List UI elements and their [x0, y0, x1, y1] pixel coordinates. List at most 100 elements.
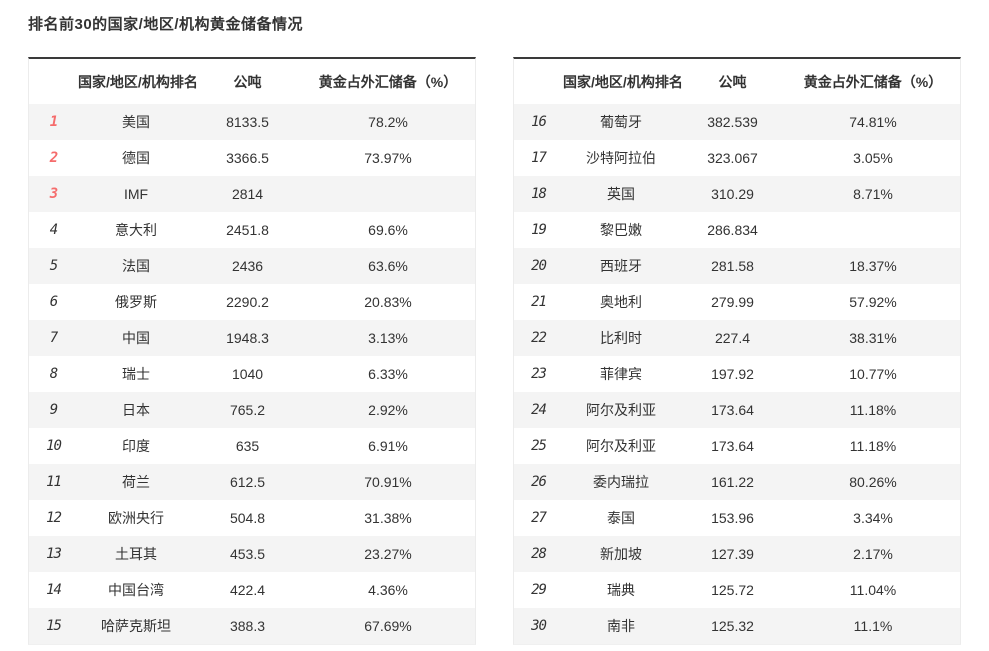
percent-cell: 67.69%: [301, 608, 475, 644]
table-row: 13 土耳其 453.5 23.27%: [29, 536, 475, 572]
tons-cell: 453.5: [194, 536, 302, 572]
country-cell: 比利时: [563, 320, 679, 356]
tables-container: 国家/地区/机构排名 公吨 黄金占外汇储备（%） 1 美国 8133.5 78.…: [28, 57, 961, 645]
country-cell: 欧洲央行: [78, 500, 194, 536]
country-cell: 意大利: [78, 212, 194, 248]
country-cell: 南非: [563, 608, 679, 644]
rank-cell: 19: [514, 212, 564, 248]
rank-cell: 21: [514, 284, 564, 320]
table-row: 26 委内瑞拉 161.22 80.26%: [514, 464, 960, 500]
tons-cell: 125.32: [679, 608, 787, 644]
table-row: 18 英国 310.29 8.71%: [514, 176, 960, 212]
country-cell: 英国: [563, 176, 679, 212]
rank-cell: 10: [29, 428, 79, 464]
percent-cell: 8.71%: [786, 176, 960, 212]
percent-cell: 6.91%: [301, 428, 475, 464]
table-row: 3 IMF 2814: [29, 176, 475, 212]
country-cell: 德国: [78, 140, 194, 176]
table-row: 8 瑞士 1040 6.33%: [29, 356, 475, 392]
tons-cell: 125.72: [679, 572, 787, 608]
tons-cell: 227.4: [679, 320, 787, 356]
rank-cell: 22: [514, 320, 564, 356]
tons-cell: 173.64: [679, 392, 787, 428]
country-cell: 土耳其: [78, 536, 194, 572]
table-row: 17 沙特阿拉伯 323.067 3.05%: [514, 140, 960, 176]
tons-cell: 422.4: [194, 572, 302, 608]
table-row: 5 法国 2436 63.6%: [29, 248, 475, 284]
tons-cell: 612.5: [194, 464, 302, 500]
tons-cell: 310.29: [679, 176, 787, 212]
percent-cell: 2.17%: [786, 536, 960, 572]
column-header-rank: [514, 59, 564, 104]
rank-cell: 9: [29, 392, 79, 428]
rank-cell: 28: [514, 536, 564, 572]
rank-cell: 8: [29, 356, 79, 392]
tons-cell: 127.39: [679, 536, 787, 572]
tons-cell: 1948.3: [194, 320, 302, 356]
table-row: 10 印度 635 6.91%: [29, 428, 475, 464]
percent-cell: 70.91%: [301, 464, 475, 500]
percent-cell: 31.38%: [301, 500, 475, 536]
tons-cell: 161.22: [679, 464, 787, 500]
country-cell: 西班牙: [563, 248, 679, 284]
percent-cell: 11.18%: [786, 428, 960, 464]
tons-cell: 2451.8: [194, 212, 302, 248]
country-cell: 菲律宾: [563, 356, 679, 392]
rank-cell: 4: [29, 212, 79, 248]
country-cell: 葡萄牙: [563, 104, 679, 140]
rank-cell: 17: [514, 140, 564, 176]
table-row: 28 新加坡 127.39 2.17%: [514, 536, 960, 572]
percent-cell: 38.31%: [786, 320, 960, 356]
rank-cell: 13: [29, 536, 79, 572]
percent-cell: 18.37%: [786, 248, 960, 284]
table-row: 24 阿尔及利亚 173.64 11.18%: [514, 392, 960, 428]
column-header-country: 国家/地区/机构排名: [78, 59, 198, 104]
percent-cell: 74.81%: [786, 104, 960, 140]
table-row: 20 西班牙 281.58 18.37%: [514, 248, 960, 284]
table-row: 23 菲律宾 197.92 10.77%: [514, 356, 960, 392]
tons-cell: 504.8: [194, 500, 302, 536]
percent-cell: 63.6%: [301, 248, 475, 284]
rank-cell: 24: [514, 392, 564, 428]
rank-cell: 12: [29, 500, 79, 536]
tons-cell: 8133.5: [194, 104, 302, 140]
table-row: 21 奥地利 279.99 57.92%: [514, 284, 960, 320]
rank-cell: 15: [29, 608, 79, 644]
country-cell: 哈萨克斯坦: [78, 608, 194, 644]
rank-cell: 5: [29, 248, 79, 284]
tons-cell: 635: [194, 428, 302, 464]
rank-cell: 18: [514, 176, 564, 212]
table-header: 国家/地区/机构排名 公吨 黄金占外汇储备（%）: [514, 59, 960, 104]
tons-cell: 279.99: [679, 284, 787, 320]
column-header-gold-fx-percent: 黄金占外汇储备（%）: [301, 59, 475, 104]
tons-cell: 323.067: [679, 140, 787, 176]
table-row: 11 荷兰 612.5 70.91%: [29, 464, 475, 500]
rank-cell: 1: [29, 104, 79, 140]
percent-cell: 57.92%: [786, 284, 960, 320]
header-row: 国家/地区/机构排名 公吨 黄金占外汇储备（%）: [514, 59, 960, 104]
percent-cell: [301, 176, 475, 212]
header-row: 国家/地区/机构排名 公吨 黄金占外汇储备（%）: [29, 59, 475, 104]
tons-cell: 197.92: [679, 356, 787, 392]
country-cell: 法国: [78, 248, 194, 284]
table-header: 国家/地区/机构排名 公吨 黄金占外汇储备（%）: [29, 59, 475, 104]
tons-cell: 173.64: [679, 428, 787, 464]
percent-cell: 4.36%: [301, 572, 475, 608]
rank-cell: 29: [514, 572, 564, 608]
page-title: 排名前30的国家/地区/机构黄金储备情况: [28, 16, 304, 33]
tons-cell: 2290.2: [194, 284, 302, 320]
table-row: 9 日本 765.2 2.92%: [29, 392, 475, 428]
country-cell: 奥地利: [563, 284, 679, 320]
country-cell: 沙特阿拉伯: [563, 140, 679, 176]
rank-cell: 27: [514, 500, 564, 536]
column-header-gold-fx-percent: 黄金占外汇储备（%）: [786, 59, 960, 104]
tons-cell: 388.3: [194, 608, 302, 644]
percent-cell: 3.13%: [301, 320, 475, 356]
percent-cell: 11.18%: [786, 392, 960, 428]
table-row: 30 南非 125.32 11.1%: [514, 608, 960, 644]
country-cell: 俄罗斯: [78, 284, 194, 320]
tons-cell: 2814: [194, 176, 302, 212]
country-cell: 瑞士: [78, 356, 194, 392]
country-cell: 美国: [78, 104, 194, 140]
country-cell: 日本: [78, 392, 194, 428]
